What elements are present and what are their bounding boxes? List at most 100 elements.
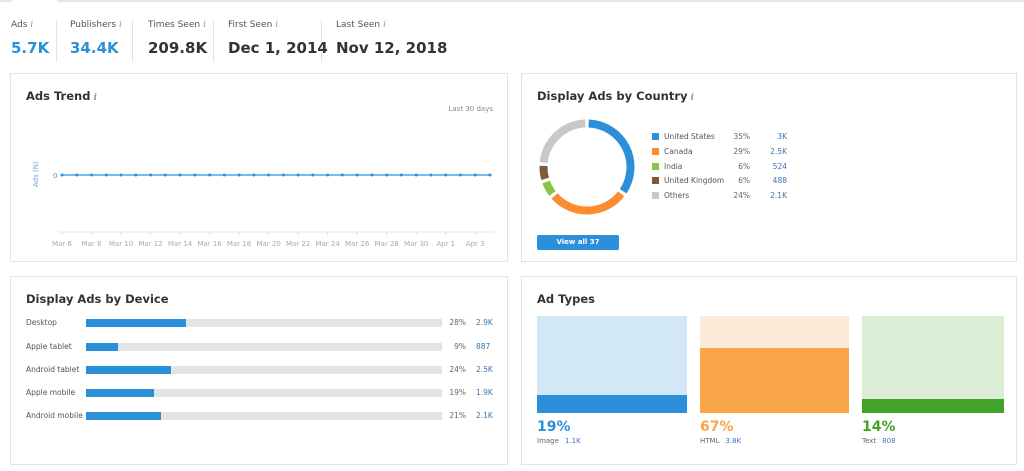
trend-point[interactable] — [355, 173, 359, 177]
legend-swatch — [652, 177, 659, 184]
ad-type-value[interactable]: 808 — [882, 437, 896, 445]
kpi-last-seen: Last Seen i Nov 12, 2018 — [336, 20, 447, 62]
legend-swatch — [652, 148, 659, 155]
info-icon[interactable]: i — [203, 20, 206, 30]
info-icon[interactable]: i — [383, 20, 386, 30]
trend-point[interactable] — [222, 173, 226, 177]
trend-point[interactable] — [252, 173, 256, 177]
trend-point[interactable] — [326, 173, 330, 177]
trend-point[interactable] — [414, 173, 418, 177]
trend-point[interactable] — [90, 173, 94, 177]
legend-value[interactable]: 2.1K — [770, 191, 787, 200]
ad-type-bar[interactable] — [537, 316, 687, 413]
device-value[interactable]: 2.9K — [476, 318, 493, 327]
trend-point[interactable] — [119, 173, 123, 177]
trend-point[interactable] — [208, 173, 212, 177]
card-title: Display Ads by Device — [26, 292, 169, 306]
ad-type-bar[interactable] — [700, 316, 849, 413]
legend-value[interactable]: 488 — [772, 176, 787, 185]
device-value[interactable]: 1.9K — [476, 388, 493, 397]
kpi-value[interactable]: 5.7K — [11, 39, 50, 57]
trend-point[interactable] — [370, 173, 374, 177]
kpi-label: Times Seen — [148, 20, 201, 30]
legend-item[interactable]: United Kingdom 6% 488 — [652, 176, 787, 186]
ad-type-value[interactable]: 1.1K — [564, 437, 581, 445]
trend-point[interactable] — [149, 173, 153, 177]
trend-point[interactable] — [193, 173, 197, 177]
device-label: Apple tablet — [26, 342, 72, 351]
device-value[interactable]: 2.5K — [476, 365, 493, 374]
trend-point[interactable] — [104, 173, 108, 177]
legend-percent: 6% — [738, 176, 750, 185]
trend-point[interactable] — [340, 173, 344, 177]
x-tick-label: Mar 18 — [227, 240, 251, 248]
trend-point[interactable] — [60, 173, 64, 177]
device-bar-track — [86, 412, 442, 420]
device-bar-fill — [86, 343, 119, 351]
trend-point[interactable] — [488, 173, 492, 177]
legend-item[interactable]: India 6% 524 — [652, 162, 787, 172]
donut-slice[interactable] — [539, 119, 586, 164]
info-icon[interactable]: i — [119, 20, 122, 30]
trend-point[interactable] — [267, 173, 271, 177]
trend-point[interactable] — [311, 173, 315, 177]
donut-slice[interactable] — [542, 180, 556, 196]
top-tab-line — [0, 0, 1024, 2]
legend-value[interactable]: 3K — [777, 132, 787, 141]
device-value[interactable]: 887 — [476, 342, 491, 351]
info-icon[interactable]: i — [690, 93, 694, 103]
y-axis-label: Ads (N) — [32, 161, 40, 187]
legend-percent: 35% — [733, 132, 750, 141]
device-percent: 28% — [449, 318, 466, 327]
device-bar-fill — [86, 319, 186, 327]
trend-point[interactable] — [134, 173, 138, 177]
device-bar-fill — [86, 366, 172, 374]
period-label: Last 30 days — [448, 105, 493, 113]
trend-point[interactable] — [178, 173, 182, 177]
trend-point[interactable] — [473, 173, 477, 177]
device-row: Apple tablet 9% 887 — [26, 341, 506, 353]
legend-label: Others — [664, 191, 690, 200]
donut-slice[interactable] — [588, 119, 635, 194]
donut-slice[interactable] — [539, 165, 550, 180]
donut-slice[interactable] — [551, 191, 625, 215]
legend-item[interactable]: Canada 29% 2.5K — [652, 147, 787, 157]
legend-item[interactable]: Others 24% 2.1K — [652, 191, 787, 201]
trend-point[interactable] — [75, 173, 79, 177]
trend-point[interactable] — [458, 173, 462, 177]
trend-point[interactable] — [399, 173, 403, 177]
x-tick-label: Mar 28 — [375, 240, 399, 248]
device-bar-fill — [86, 412, 161, 420]
view-all-countries-button[interactable]: View all 37 countries — [537, 235, 619, 260]
legend-swatch — [652, 163, 659, 170]
device-value[interactable]: 2.1K — [476, 411, 493, 420]
country-donut — [539, 119, 635, 215]
x-tick-label: Mar 30 — [404, 240, 428, 248]
legend-value[interactable]: 2.5K — [770, 147, 787, 156]
trend-point[interactable] — [385, 173, 389, 177]
ad-types-card: Ad Types 19% Image 1.1K 67% HTML 3.8K 14% Text 8… — [521, 276, 1017, 465]
ad-type-bar[interactable] — [862, 316, 1004, 413]
x-tick-label: Apr 1 — [436, 240, 455, 248]
ad-type-percent: 19% — [537, 419, 571, 435]
ad-type-value[interactable]: 3.8K — [725, 437, 742, 445]
legend-value[interactable]: 524 — [772, 162, 787, 171]
trend-point[interactable] — [429, 173, 433, 177]
trend-point[interactable] — [237, 173, 241, 177]
trend-point[interactable] — [296, 173, 300, 177]
trend-point[interactable] — [163, 173, 167, 177]
trend-point[interactable] — [281, 173, 285, 177]
device-bar-fill — [86, 389, 154, 397]
x-tick-label: Mar 22 — [286, 240, 310, 248]
info-icon[interactable]: i — [93, 93, 97, 103]
kpi-times-seen: Times Seen i 209.8K — [148, 20, 214, 62]
trend-point[interactable] — [444, 173, 448, 177]
legend-item[interactable]: United States 35% 3K — [652, 132, 787, 142]
legend-percent: 29% — [733, 147, 750, 156]
device-row: Apple mobile 19% 1.9K — [26, 387, 506, 399]
kpi-value: Dec 1, 2014 — [228, 39, 328, 57]
info-icon[interactable]: i — [275, 20, 279, 30]
info-icon[interactable]: i — [30, 20, 34, 30]
legend-label: United States — [664, 132, 715, 141]
kpi-value[interactable]: 34.4K — [70, 39, 119, 57]
